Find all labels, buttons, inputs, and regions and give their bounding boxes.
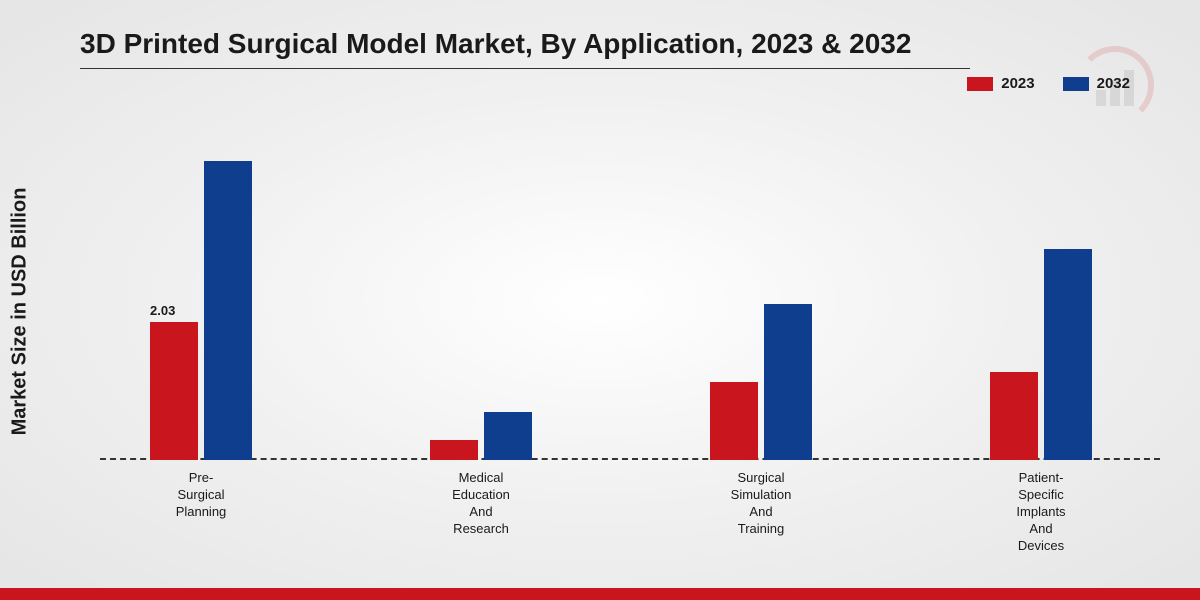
x-label-patient-specific: Patient-Specific Implants And Devices xyxy=(1016,470,1067,554)
bar-2032-pre-surgical xyxy=(204,161,252,460)
x-label-pre-surgical: Pre-Surgical Planning xyxy=(176,470,227,521)
chart-area: 2.03 Pre-Surgical Planning Medical Educa… xyxy=(100,120,1160,460)
bar-2023-pre-surgical: 2.03 xyxy=(150,322,198,460)
bar-group-surgical-simulation: Surgical Simulation And Training xyxy=(710,304,812,460)
legend-swatch-2023 xyxy=(967,77,993,91)
bar-2032-patient-specific xyxy=(1044,249,1092,460)
legend: 2023 2032 xyxy=(967,75,1130,92)
legend-item-2032: 2032 xyxy=(1063,75,1130,92)
title-underline xyxy=(80,68,970,69)
bar-2023-surgical-simulation xyxy=(710,382,758,460)
bar-2032-medical-education xyxy=(484,412,532,460)
legend-label-2032: 2032 xyxy=(1097,75,1130,92)
bar-2023-medical-education xyxy=(430,440,478,460)
bar-2023-patient-specific xyxy=(990,372,1038,460)
chart-title: 3D Printed Surgical Model Market, By App… xyxy=(80,28,911,60)
bar-group-pre-surgical: 2.03 Pre-Surgical Planning xyxy=(150,161,252,460)
bar-group-patient-specific: Patient-Specific Implants And Devices xyxy=(990,249,1092,460)
bar-2032-surgical-simulation xyxy=(764,304,812,460)
bar-group-medical-education: Medical Education And Research xyxy=(430,412,532,460)
y-axis-label: Market Size in USD Billion xyxy=(9,188,32,436)
legend-swatch-2032 xyxy=(1063,77,1089,91)
bar-value-label: 2.03 xyxy=(150,303,175,318)
legend-label-2023: 2023 xyxy=(1001,75,1034,92)
footer-accent-bar xyxy=(0,588,1200,600)
legend-item-2023: 2023 xyxy=(967,75,1034,92)
x-label-medical-education: Medical Education And Research xyxy=(452,470,510,538)
x-label-surgical-simulation: Surgical Simulation And Training xyxy=(731,470,792,538)
